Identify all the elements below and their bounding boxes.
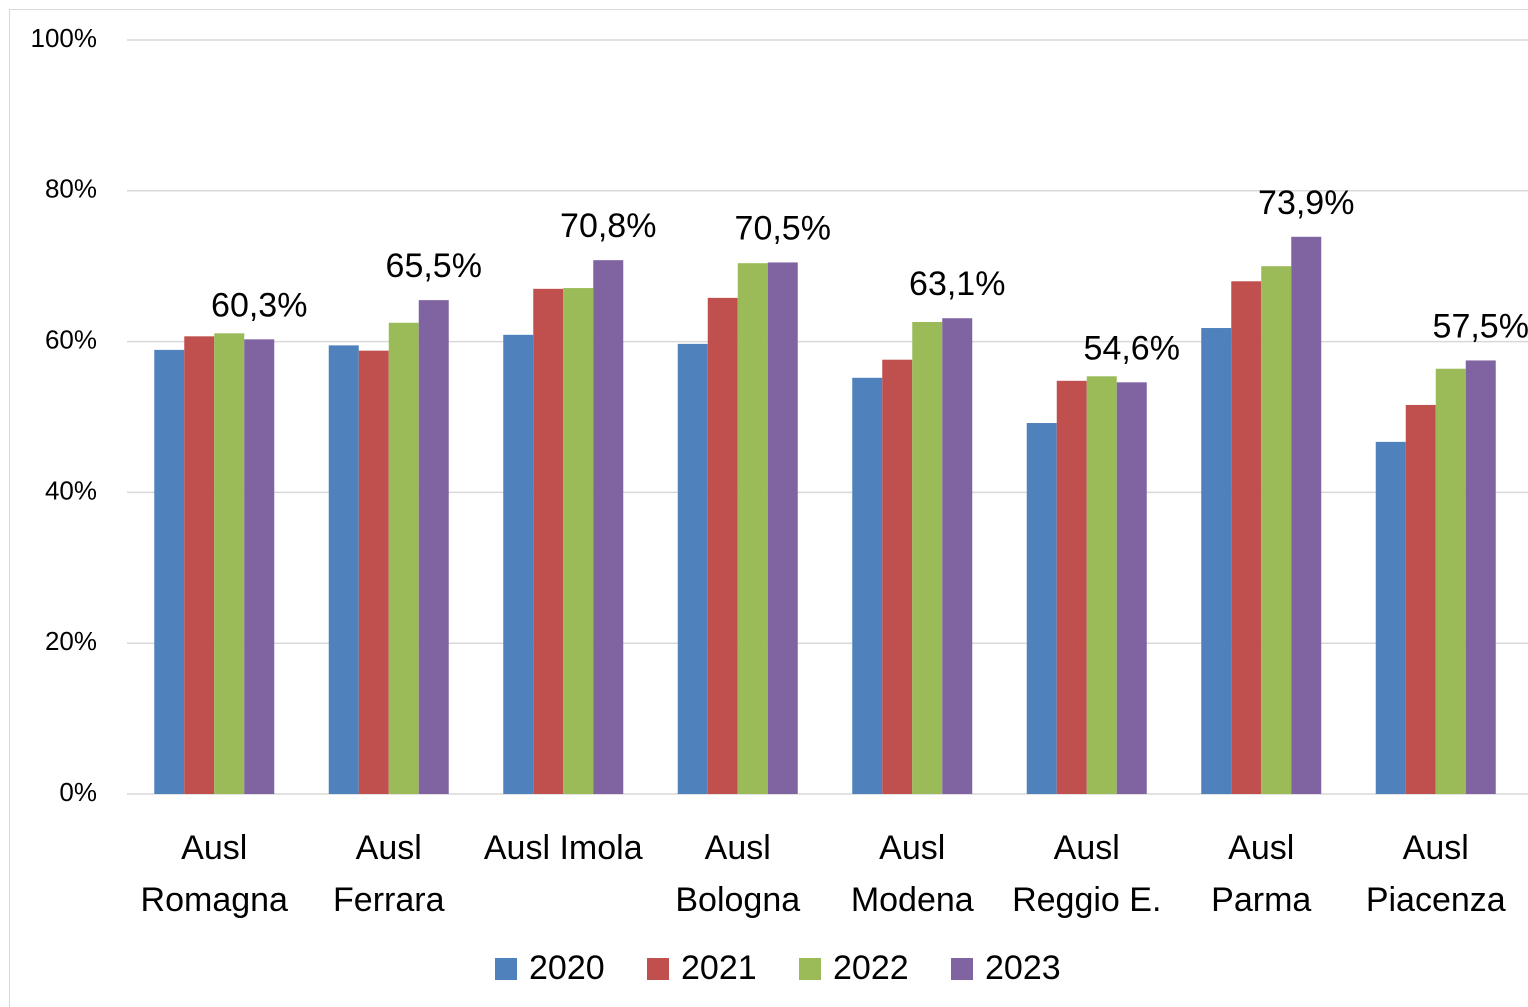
- bar: [912, 321, 943, 794]
- data-label: 65,5%: [386, 247, 482, 285]
- bar: [388, 322, 419, 794]
- x-tick-label: Ausl Reggio E.: [1012, 829, 1162, 919]
- y-tick-label: 100%: [31, 23, 98, 53]
- x-tick-label: Ausl Romagna: [140, 829, 288, 919]
- bar: [1291, 236, 1322, 794]
- data-label: 73,9%: [1258, 184, 1354, 222]
- bar: [418, 300, 449, 794]
- y-tick-label: 0%: [59, 777, 97, 807]
- bar: [767, 262, 798, 794]
- bar: [1056, 380, 1087, 794]
- bar: [184, 336, 215, 794]
- y-tick-label: 80%: [45, 174, 97, 204]
- data-label: 70,5%: [735, 209, 831, 247]
- bar: [214, 333, 245, 794]
- bar: [1435, 368, 1466, 794]
- data-label: 63,1%: [909, 265, 1005, 303]
- data-label: 60,3%: [211, 286, 307, 324]
- data-label: 57,5%: [1433, 307, 1528, 345]
- bar: [244, 339, 275, 794]
- bar: [358, 350, 389, 794]
- bar: [942, 318, 973, 794]
- legend-swatch: [799, 958, 821, 980]
- bar: [1405, 404, 1436, 794]
- legend-swatch: [951, 958, 973, 980]
- bar: [882, 359, 913, 794]
- legend-label: 2020: [529, 949, 605, 987]
- x-tick-label: Ausl Modena: [850, 829, 974, 919]
- bar: [1116, 382, 1147, 794]
- x-tick-label: Ausl Imola: [483, 829, 643, 867]
- bar: [503, 334, 534, 794]
- bar: [1375, 441, 1406, 794]
- bar: [154, 349, 185, 794]
- legend-label: 2021: [681, 949, 757, 987]
- bar: [1261, 266, 1292, 794]
- bar: [1086, 376, 1117, 794]
- bar: [852, 377, 883, 794]
- bar: [328, 345, 359, 794]
- x-tick-label: Ausl Piacenza: [1365, 829, 1506, 919]
- bar: [1026, 423, 1057, 794]
- data-label: 54,6%: [1084, 329, 1180, 367]
- legend-label: 2022: [833, 949, 909, 987]
- bar: [737, 263, 768, 795]
- data-label: 70,8%: [560, 207, 656, 245]
- legend-swatch: [647, 958, 669, 980]
- y-tick-label: 60%: [45, 324, 97, 354]
- y-tick-label: 20%: [45, 626, 97, 656]
- frame: [9, 9, 1528, 1007]
- x-tick-label: Ausl Parma: [1211, 829, 1312, 919]
- bar: [1201, 328, 1232, 794]
- y-tick-label: 40%: [45, 475, 97, 505]
- legend-swatch: [495, 958, 517, 980]
- bar: [1231, 281, 1262, 794]
- bar: [563, 288, 594, 794]
- bar: [1465, 360, 1496, 794]
- x-tick-label: Ausl Ferrara: [333, 829, 445, 919]
- x-tick-label: Ausl Bologna: [675, 829, 801, 919]
- bar: [677, 343, 708, 794]
- bar: [707, 297, 738, 794]
- legend-label: 2023: [985, 949, 1061, 987]
- bar: [533, 288, 564, 794]
- bar: [593, 260, 624, 795]
